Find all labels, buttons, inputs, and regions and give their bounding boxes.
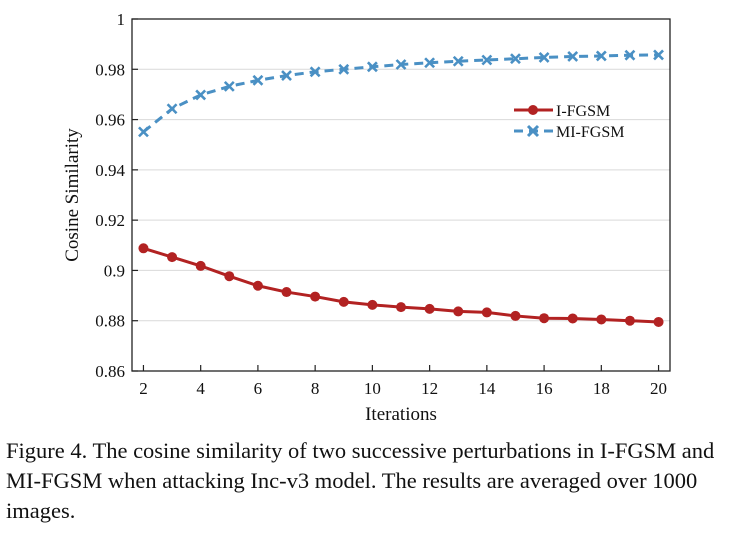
data-point-i-fgsm: [567, 313, 578, 324]
data-point-mi-fgsm: [138, 126, 149, 138]
data-point-i-fgsm: [539, 313, 550, 324]
plot-area: [132, 19, 670, 371]
data-point-mi-fgsm: [195, 89, 207, 101]
y-tick-label: 0.98: [95, 60, 125, 79]
x-tick-label: 2: [139, 379, 148, 398]
data-point-i-fgsm: [367, 299, 378, 310]
series-markers: [138, 49, 664, 327]
data-point-mi-fgsm: [166, 103, 178, 115]
data-point-mi-fgsm: [595, 50, 607, 62]
x-tick-label: 16: [536, 379, 553, 398]
data-point-i-fgsm: [624, 315, 635, 326]
y-tick-label: 1: [117, 10, 126, 29]
x-tick-label: 6: [254, 379, 263, 398]
data-point-mi-fgsm: [538, 52, 550, 63]
y-tick-label: 0.88: [95, 312, 125, 331]
x-tick-label: 18: [593, 379, 610, 398]
data-point-mi-fgsm: [452, 55, 464, 67]
y-tick-label: 0.86: [95, 362, 125, 381]
legend-marker-mi-fgsm: [526, 124, 540, 138]
data-point-mi-fgsm: [252, 74, 264, 86]
data-point-mi-fgsm: [281, 70, 292, 81]
data-point-i-fgsm: [653, 316, 664, 327]
x-tick-label: 12: [421, 379, 438, 398]
data-point-i-fgsm: [596, 314, 607, 325]
x-tick-label: 20: [650, 379, 667, 398]
data-point-mi-fgsm: [653, 49, 664, 61]
data-point-i-fgsm: [453, 306, 464, 317]
plot-frame: [131, 18, 671, 372]
data-point-mi-fgsm: [624, 49, 636, 61]
data-point-i-fgsm: [310, 291, 321, 302]
axis-ticks: [132, 18, 660, 372]
y-tick-label: 0.94: [95, 161, 125, 180]
data-point-i-fgsm: [338, 296, 349, 307]
legend: I-FGSM MI-FGSM: [514, 103, 624, 141]
x-tick-label: 8: [311, 379, 320, 398]
data-point-i-fgsm: [424, 303, 435, 314]
data-point-i-fgsm: [252, 280, 263, 291]
data-point-i-fgsm: [167, 252, 178, 263]
data-point-mi-fgsm: [567, 51, 579, 62]
data-point-i-fgsm: [224, 271, 235, 282]
data-point-mi-fgsm: [309, 66, 321, 78]
x-tick-label: 10: [364, 379, 381, 398]
data-point-mi-fgsm: [366, 61, 378, 73]
data-point-i-fgsm: [396, 302, 406, 313]
data-point-mi-fgsm: [223, 80, 235, 92]
legend-marker-i-fgsm: [528, 105, 538, 115]
data-point-i-fgsm: [195, 260, 206, 271]
grid-lines: [132, 68, 670, 322]
data-point-i-fgsm: [481, 307, 492, 318]
x-axis-label: Iterations: [365, 404, 437, 425]
y-tick-label: 0.92: [95, 211, 125, 230]
legend-label-mi-fgsm: MI-FGSM: [556, 124, 624, 141]
data-point-mi-fgsm: [338, 63, 350, 75]
data-point-mi-fgsm: [424, 57, 436, 69]
data-point-mi-fgsm: [395, 59, 407, 70]
legend-label-i-fgsm: I-FGSM: [556, 103, 610, 120]
figure-caption: Figure 4. The cosine similarity of two s…: [6, 438, 715, 523]
y-tick-label: 0.96: [95, 111, 125, 130]
x-tick-label: 14: [478, 379, 496, 398]
data-point-i-fgsm: [510, 310, 521, 321]
y-tick-label: 0.9: [104, 261, 125, 280]
y-axis-label: Cosine Similarity: [62, 128, 83, 262]
data-point-mi-fgsm: [481, 54, 493, 66]
x-tick-label: 4: [196, 379, 205, 398]
data-point-mi-fgsm: [510, 53, 521, 65]
data-point-i-fgsm: [281, 287, 292, 298]
data-point-i-fgsm: [138, 243, 149, 254]
